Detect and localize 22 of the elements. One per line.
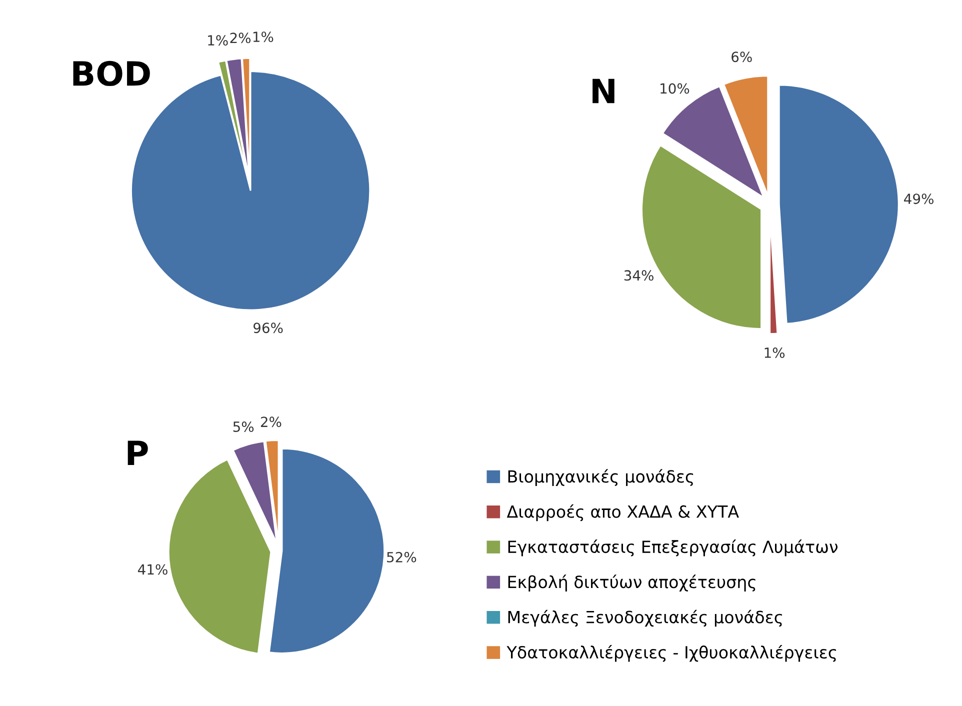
legend-label: Εκβολή δικτύων αποχέτευσης: [508, 574, 756, 592]
data-label: 2%: [260, 416, 282, 428]
data-label: 2%: [230, 32, 251, 44]
legend-label: Μεγάλες Ξενοδοχειακές μονάδες: [508, 610, 782, 627]
text: N: [592, 78, 614, 104]
data-label: 10%: [660, 83, 690, 94]
text: P: [128, 440, 148, 465]
data-label: 1%: [253, 32, 274, 42]
text: BOD: [73, 60, 150, 86]
legend-label: Διαρροές απο ΧΑΔΑ & ΧΥΤΑ: [506, 504, 739, 522]
legend-label: Βιομηχανικές μονάδες: [508, 469, 694, 486]
data-label: 1%: [764, 347, 785, 358]
data-label: 96%: [254, 322, 283, 334]
data-label: 34%: [624, 270, 654, 281]
data-label: 6%: [732, 52, 752, 62]
data-label: 1%: [208, 35, 228, 46]
data-label: 5%: [233, 421, 254, 432]
legend-label: Εγκαταστάσεις Επεξεργασίας Λυμάτων: [508, 540, 838, 556]
data-label: 41%: [138, 564, 168, 575]
data-label: 49%: [904, 194, 934, 204]
legend-label: Υδατοκαλλιέργειες - Ιχθυοκαλλιέργειες: [506, 645, 836, 662]
data-label: 52%: [387, 552, 416, 562]
